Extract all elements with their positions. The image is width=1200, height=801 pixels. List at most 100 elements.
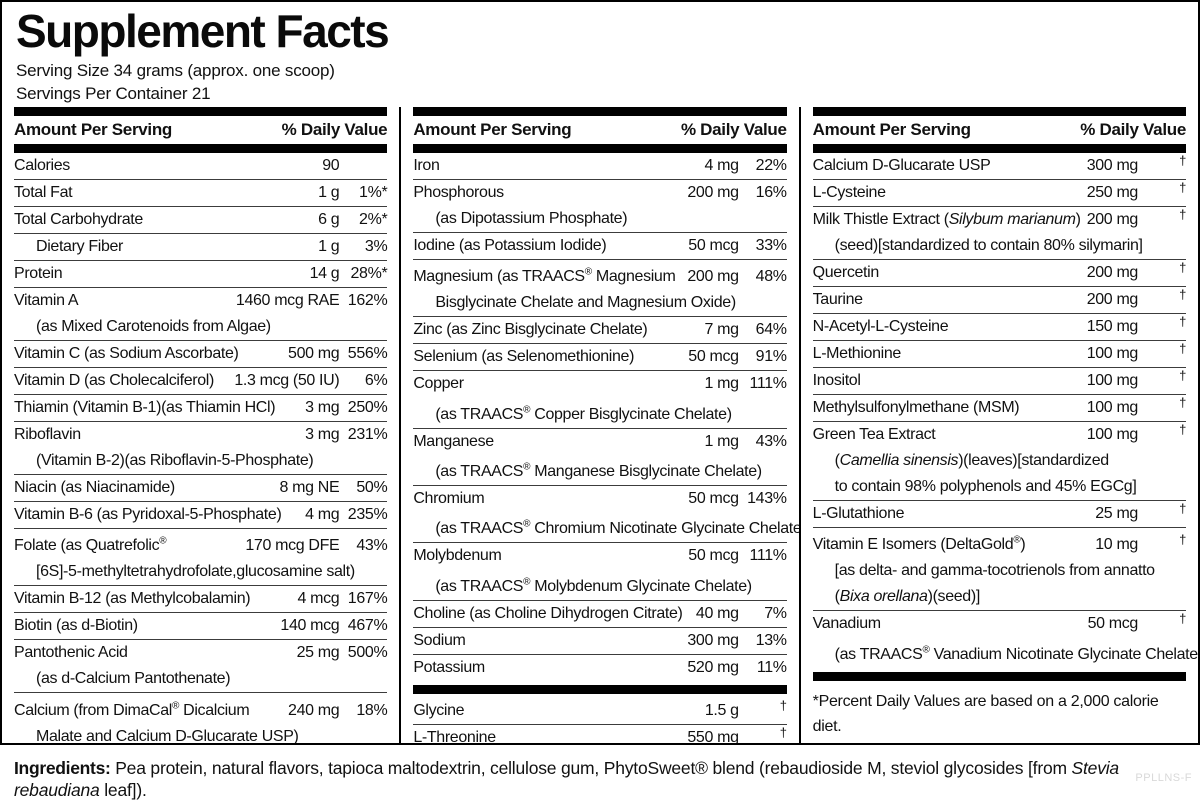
section-separator-bar bbox=[413, 684, 787, 694]
amount-per-serving-header: Amount Per Serving bbox=[413, 119, 572, 139]
nutrient-sub-line: to contain 98% polyphenols and 45% EGCg] bbox=[834, 477, 1137, 495]
daily-value: † bbox=[1179, 152, 1186, 168]
table-row: Vitamin E Isomers (DeltaGold®) 10 mg † [as … bbox=[812, 526, 1186, 610]
nutrient-sub-line: Malate and Calcium D-Glucarate USP) bbox=[36, 727, 299, 743]
nutrient-name: Quercetin bbox=[812, 263, 880, 281]
table-row: Phosphorous 200 mg 16% (as Dipotassium Phos… bbox=[413, 178, 787, 232]
table-row: Green Tea Extract 100 mg † (Camellia sinens… bbox=[812, 420, 1186, 500]
daily-value: 111% bbox=[749, 375, 788, 393]
ingredients-text: Pea protein, natural flavors, tapioca ma… bbox=[110, 758, 1072, 778]
nutrient-name: Pantothenic Acid bbox=[14, 644, 128, 662]
daily-value: 167% bbox=[347, 590, 388, 608]
table-row: Sodium 300 mg 13% bbox=[413, 626, 787, 654]
nutrient-sub-line: (as TRAACS® Copper Bisglycinate Chelate) bbox=[435, 404, 732, 423]
daily-value: 231% bbox=[347, 425, 388, 443]
nutrient-name: Inositol bbox=[812, 371, 861, 389]
daily-value: 2%* bbox=[359, 210, 388, 228]
table-row: Thiamin (Vitamin B-1)(as Thiamin HCl) 3 m… bbox=[14, 393, 388, 421]
nutrient-amount: 200 mg bbox=[687, 183, 739, 201]
table-row: Folate (as Quatrefolic® 170 mcg DFE 43% [6S… bbox=[14, 527, 388, 585]
nutrient-name: Thiamin (Vitamin B-1)(as Thiamin HCl) bbox=[14, 398, 276, 416]
daily-value: 18% bbox=[356, 701, 388, 719]
nutrient-name: L-Threonine bbox=[413, 728, 496, 743]
nutrient-name: Calcium D-Glucarate USP bbox=[812, 156, 991, 174]
nutrient-name: Choline (as Choline Dihydrogen Citrate) bbox=[413, 604, 683, 622]
nutrient-sub-line: (as Mixed Carotenoids from Algae) bbox=[36, 317, 271, 335]
nutrient-amount: 200 mg bbox=[1086, 290, 1139, 308]
nutrient-sub-line: Bisglycinate Chelate and Magnesium Oxide… bbox=[435, 294, 736, 312]
nutrient-amount: 50 mcg bbox=[688, 236, 739, 254]
nutrient-amount: 50 mcg bbox=[1087, 615, 1139, 633]
daily-value: 50% bbox=[356, 478, 388, 496]
nutrient-name: Sodium bbox=[413, 631, 466, 649]
nutrient-sub-line: (as d-Calcium Pantothenate) bbox=[36, 670, 231, 688]
header-top-bar bbox=[14, 106, 388, 116]
nutrient-name: Milk Thistle Extract (Silybum marianum) bbox=[812, 210, 1081, 228]
nutrient-amount: 1 g bbox=[318, 237, 340, 255]
daily-value: † bbox=[1179, 313, 1186, 329]
nutrient-sub-line: (as TRAACS® Molybdenum Glycinate Chelate… bbox=[435, 576, 752, 595]
daily-value: 91% bbox=[755, 348, 787, 366]
daily-value-header: % Daily Value bbox=[1080, 119, 1186, 139]
daily-value-header: % Daily Value bbox=[680, 119, 787, 139]
nutrient-name: Vitamin B-6 (as Pyridoxal-5-Phosphate) bbox=[14, 505, 282, 523]
nutrient-name: Molybdenum bbox=[413, 547, 502, 565]
daily-value: 162% bbox=[347, 291, 388, 309]
facts-column-1: Amount Per Serving % Daily Value Calorie… bbox=[2, 106, 399, 743]
nutrient-name: Biotin (as d-Biotin) bbox=[14, 617, 138, 635]
page-title: Supplement Facts bbox=[16, 5, 390, 57]
header-top-bar bbox=[812, 106, 1186, 116]
nutrient-amount: 150 mg bbox=[1086, 317, 1139, 335]
nutrient-name: Niacin (as Niacinamide) bbox=[14, 478, 175, 496]
nutrient-name: Taurine bbox=[812, 290, 863, 308]
facts-columns: Amount Per Serving % Daily Value Calorie… bbox=[2, 106, 1198, 743]
nutrient-amount: 240 mg bbox=[288, 701, 340, 719]
table-row: Vanadium 50 mcg † (as TRAACS® Vanadium Nico… bbox=[812, 610, 1198, 667]
nutrient-name: Chromium bbox=[413, 489, 485, 507]
nutrient-name: L-Methionine bbox=[812, 344, 902, 362]
nutrient-name: Vitamin C (as Sodium Ascorbate) bbox=[14, 344, 239, 362]
nutrient-name: Vitamin D (as Cholecalciferol) bbox=[14, 371, 214, 389]
nutrient-amount: 6 g bbox=[318, 210, 340, 228]
nutrient-amount: 7 mg bbox=[704, 321, 739, 339]
nutrient-name: Calories bbox=[14, 156, 70, 174]
nutrient-amount: 40 mg bbox=[695, 604, 739, 622]
nutrient-sub-line: (as TRAACS® Vanadium Nicotinate Glycinat… bbox=[834, 644, 1198, 663]
nutrient-sub-line: [as delta- and gamma-tocotrienols from a… bbox=[834, 562, 1155, 580]
header-top-bar bbox=[413, 106, 787, 116]
daily-value: 48% bbox=[755, 268, 787, 286]
daily-value-header: % Daily Value bbox=[281, 119, 388, 139]
table-row: Dietary Fiber 1 g 3% bbox=[14, 232, 388, 260]
daily-value: 143% bbox=[747, 489, 787, 507]
column-header: Amount Per Serving % Daily Value bbox=[413, 116, 787, 144]
nutrient-amount: 250 mg bbox=[1086, 183, 1139, 201]
amount-per-serving-header: Amount Per Serving bbox=[812, 119, 971, 139]
daily-value: 235% bbox=[347, 505, 388, 523]
header-bottom-bar bbox=[812, 143, 1186, 153]
nutrient-name: Total Fat bbox=[14, 183, 73, 201]
nutrient-name: Magnesium (as TRAACS® Magnesium bbox=[413, 266, 676, 286]
nutrient-amount: 10 mg bbox=[1095, 536, 1138, 554]
table-row: Pantothenic Acid 25 mg 500% (as d-Calcium P… bbox=[14, 639, 388, 692]
nutrient-amount: 4 mcg bbox=[297, 590, 340, 608]
table-row: L-Cysteine 250 mg † bbox=[812, 178, 1186, 206]
table-row: L-Threonine 550 mg † bbox=[413, 723, 787, 743]
nutrient-amount: 300 mg bbox=[687, 631, 739, 649]
table-row: Selenium (as Selenomethionine) 50 mcg 91% bbox=[413, 343, 787, 370]
nutrient-name: L-Cysteine bbox=[812, 183, 886, 201]
nutrient-name: Copper bbox=[413, 375, 464, 393]
daily-value: † bbox=[1179, 259, 1186, 275]
nutrient-sub-line: (as Dipotassium Phosphate) bbox=[435, 209, 628, 227]
nutrient-amount: 1 mg bbox=[704, 432, 739, 450]
serving-size: Serving Size 34 grams (approx. one scoop… bbox=[16, 60, 335, 80]
table-row: Vitamin C (as Sodium Ascorbate) 500 mg 556… bbox=[14, 339, 388, 367]
nutrient-name: Vitamin A bbox=[14, 291, 79, 309]
nutrient-amount: 500 mg bbox=[288, 344, 340, 362]
ingredients-label: Ingredients: bbox=[14, 758, 111, 778]
nutrient-name: Iron bbox=[413, 156, 440, 174]
footnote-separator-bar bbox=[812, 671, 1186, 681]
amount-per-serving-header: Amount Per Serving bbox=[14, 119, 173, 139]
table-row: Calories 90 bbox=[14, 153, 387, 179]
nutrient-amount: 1460 mcg RAE bbox=[235, 291, 340, 309]
nutrient-amount: 3 mg bbox=[305, 398, 340, 416]
